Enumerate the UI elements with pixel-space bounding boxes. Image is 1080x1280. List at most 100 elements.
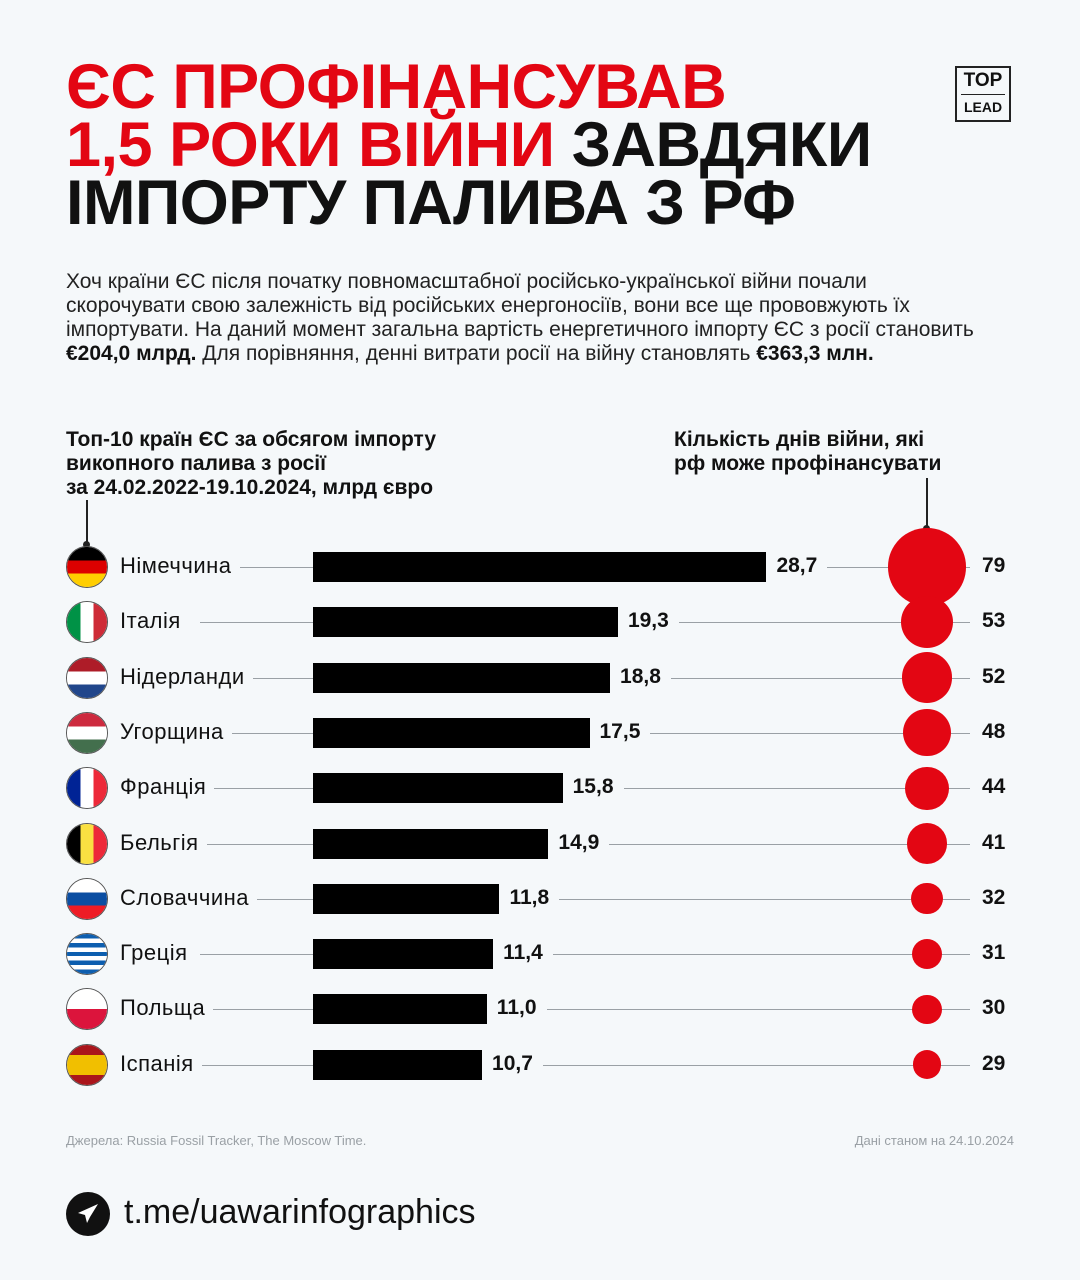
left-header-pointer <box>86 500 88 544</box>
chart-row: Франція 15,8 44 <box>0 763 1080 813</box>
flag-gr-icon <box>66 933 108 976</box>
days-value-label: 31 <box>972 941 1006 966</box>
flag-pl-icon <box>66 988 108 1031</box>
row-guide-line <box>200 1009 970 1011</box>
import-bar <box>313 717 590 748</box>
country-label: Польща <box>120 995 214 1022</box>
days-circle <box>901 596 953 649</box>
flag-hu-icon <box>66 711 108 754</box>
import-value-label: 14,9 <box>548 830 610 855</box>
days-value-label: 30 <box>972 996 1006 1021</box>
import-value-label: 18,8 <box>610 664 671 689</box>
days-value-label: 79 <box>972 554 1006 578</box>
country-label: Італія <box>120 608 189 635</box>
days-circle <box>905 766 949 810</box>
total-import-value: €204,0 млрд. <box>66 342 197 365</box>
flag-be-icon <box>66 822 108 865</box>
title-line-2-black: ЗАВДЯКИ <box>571 110 873 180</box>
row-guide-line <box>200 954 970 956</box>
chart-title-left-line: Топ-10 країн ЄС за обсягом імпорту <box>66 428 437 451</box>
intro-text-2: Для порівняння, денні витрати росії на в… <box>196 342 757 365</box>
data-date-note: Дані станом на 24.10.2024 <box>854 1133 1014 1148</box>
chart-row: Греція 11,4 31 <box>0 929 1080 979</box>
row-guide-line <box>200 898 970 900</box>
days-value-label: 48 <box>972 719 1006 744</box>
import-value-label: 17,5 <box>589 719 651 744</box>
days-circle <box>911 883 943 915</box>
sources-note: Джерела: Russia Fossil Tracker, The Mosc… <box>66 1133 367 1148</box>
chart-title-left-line: за 24.02.2022-19.10.2024, млрд євро <box>66 476 434 499</box>
right-header-pointer <box>926 478 928 528</box>
flag-es-icon <box>66 1043 108 1086</box>
import-bar <box>313 828 549 859</box>
import-bar <box>313 773 563 804</box>
intro-paragraph: Хоч країни ЄС після початку повномасштаб… <box>66 270 986 366</box>
days-value-label: 41 <box>972 830 1006 855</box>
chart-title-left: Топ-10 країн ЄС за обсягом імпорту викоп… <box>66 428 436 500</box>
import-bar <box>313 994 487 1025</box>
flag-sk-icon <box>66 877 108 920</box>
days-value-label: 52 <box>972 664 1006 689</box>
country-label: Бельгія <box>120 829 207 856</box>
country-label: Греція <box>120 940 196 967</box>
chart-title-left-line: викопного палива з росії <box>66 452 327 475</box>
country-label: Іспанія <box>120 1050 202 1077</box>
telegram-channel-link[interactable]: t.me/uawarinfographics <box>124 1193 476 1231</box>
days-circle <box>901 652 953 704</box>
import-value-label: 28,7 <box>766 554 828 578</box>
days-value-label: 32 <box>972 885 1006 910</box>
country-label: Німеччина <box>120 553 240 579</box>
chart-title-right: Кількість днів війни, які рф може профін… <box>674 428 941 476</box>
import-bar <box>313 662 611 693</box>
import-value-label: 19,3 <box>617 609 679 634</box>
days-circle <box>906 823 948 864</box>
days-value-label: 53 <box>972 609 1006 634</box>
chart-title-right-line: рф може профінансувати <box>674 452 942 475</box>
days-circle <box>911 938 943 970</box>
chart-title-right-line: Кількість днів війни, які <box>674 428 925 451</box>
import-bar <box>313 883 500 914</box>
import-value-label: 11,8 <box>499 885 560 910</box>
title-line-3: ІМПОРТУ ПАЛИВА З РФ <box>66 168 796 238</box>
intro-text-1: Хоч країни ЄС після початку повномасштаб… <box>66 270 974 341</box>
country-label: Нідерланди <box>120 663 253 690</box>
page-title: ЄС ПРОФІНАНСУВАВ 1,5 РОКИ ВІЙНИ ЗАВДЯКИ … <box>66 56 873 235</box>
import-value-label: 11,0 <box>486 996 547 1021</box>
import-bar <box>313 939 494 970</box>
chart-row: Бельгія 14,9 41 <box>0 819 1080 869</box>
days-value-label: 29 <box>972 1051 1006 1076</box>
left-header-pointer-dot <box>83 541 90 548</box>
chart-row: Угорщина 17,5 48 <box>0 708 1080 758</box>
title-line-2-red: 1,5 РОКИ ВІЙНИ <box>66 110 555 180</box>
flag-nl-icon <box>66 656 108 699</box>
days-circle <box>912 994 942 1025</box>
country-label: Угорщина <box>120 718 232 745</box>
days-circle <box>888 528 966 606</box>
import-bar <box>313 607 618 638</box>
title-line-1: ЄС ПРОФІНАНСУВАВ <box>66 52 727 122</box>
flag-it-icon <box>66 601 108 644</box>
import-value-label: 11,4 <box>493 941 553 966</box>
days-circle <box>912 1050 942 1079</box>
row-guide-line <box>200 1064 970 1066</box>
chart-row: Італія 19,3 53 <box>0 596 1080 649</box>
logo-bottom: LEAD <box>963 99 1003 115</box>
country-label: Франція <box>120 774 215 801</box>
toplead-logo: TOP LEAD <box>955 66 1011 122</box>
flag-de-icon <box>66 546 108 588</box>
flag-fr-icon <box>66 767 108 810</box>
chart-row: Німеччина 28,7 79 <box>0 528 1080 606</box>
chart-row: Словаччина 11,8 32 <box>0 874 1080 924</box>
chart-row: Нідерланди 18,8 52 <box>0 652 1080 704</box>
days-circle <box>903 709 951 757</box>
telegram-icon[interactable] <box>66 1192 110 1236</box>
import-value-label: 15,8 <box>562 775 624 800</box>
days-value-label: 44 <box>972 775 1006 800</box>
country-label: Словаччина <box>120 884 257 911</box>
logo-top: TOP <box>961 68 1005 95</box>
chart-row: Польща 11,0 30 <box>0 984 1080 1034</box>
import-bar <box>313 552 767 582</box>
import-bar <box>313 1049 483 1080</box>
import-value-label: 10,7 <box>482 1051 543 1076</box>
